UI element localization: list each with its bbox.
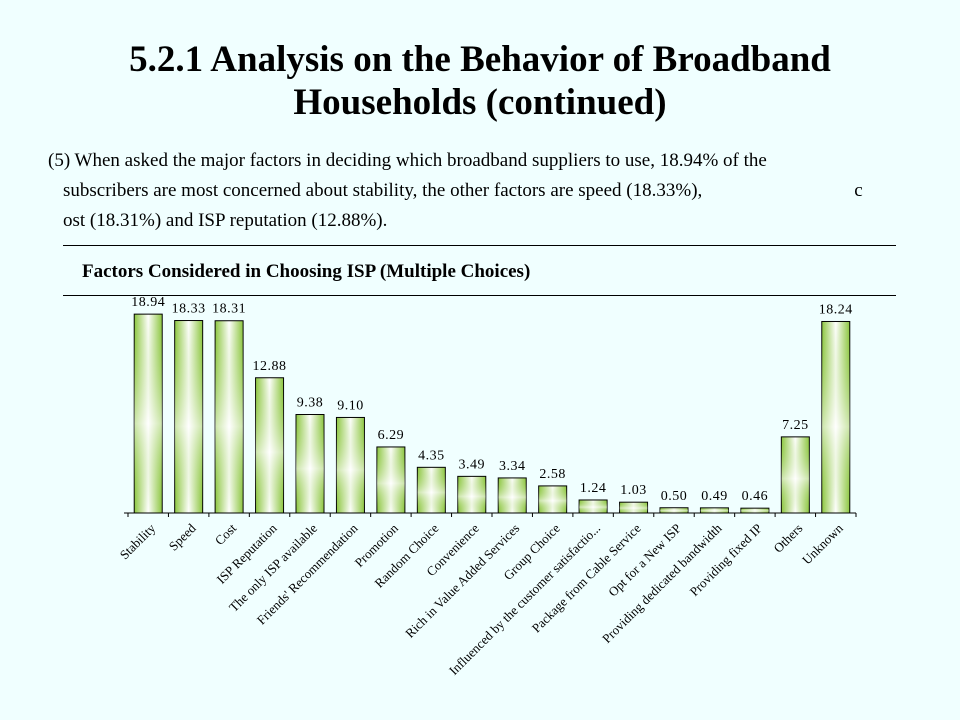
bar — [699, 507, 729, 514]
bar — [335, 416, 365, 514]
bar — [659, 507, 689, 514]
bar — [255, 377, 285, 514]
bar — [295, 414, 325, 514]
data-label: 3.34 — [499, 459, 526, 474]
page-title: 5.2.1 Analysis on the Behavior of Broadb… — [40, 38, 920, 124]
category-label: Unknown — [799, 520, 846, 567]
chart-title: Factors Considered in Choosing ISP (Mult… — [82, 261, 531, 282]
paragraph-line-3: ost (18.31%) and ISP reputation (12.88%)… — [63, 210, 388, 231]
title-line-2: Households (continued) — [293, 82, 667, 123]
data-label: 7.25 — [782, 418, 809, 433]
bar — [821, 320, 851, 514]
bar — [133, 313, 163, 514]
bar — [214, 320, 244, 514]
data-label: 1.03 — [620, 483, 647, 498]
bar — [497, 477, 527, 514]
data-label: 18.31 — [212, 302, 246, 317]
data-label: 4.35 — [418, 448, 445, 463]
data-label: 18.24 — [819, 302, 853, 317]
bar — [416, 466, 446, 514]
data-label: 3.49 — [459, 457, 486, 472]
data-label: 9.10 — [337, 398, 364, 413]
category-label: Influenced by the customer satisfactio..… — [446, 521, 603, 678]
category-label: Opt for a New ISP — [605, 521, 684, 600]
data-label: 0.50 — [661, 489, 688, 504]
divider-bottom — [63, 295, 896, 296]
data-label: 9.38 — [297, 396, 324, 411]
bar — [538, 485, 568, 514]
bar — [376, 446, 406, 514]
data-label: 1.24 — [580, 481, 607, 496]
title-line-1: 5.2.1 Analysis on the Behavior of Broadb… — [129, 39, 831, 80]
data-label: 2.58 — [539, 467, 566, 482]
bar — [174, 320, 204, 514]
data-label: 0.49 — [701, 489, 728, 504]
data-label: 12.88 — [253, 359, 287, 374]
divider-top — [63, 245, 896, 246]
data-label: 0.46 — [742, 489, 769, 504]
bar — [619, 501, 649, 514]
summary-paragraph: (5) When asked the major factors in deci… — [48, 146, 958, 236]
data-label: 6.29 — [378, 428, 405, 443]
data-label: 18.94 — [131, 295, 165, 310]
category-label: Stability — [117, 520, 159, 562]
category-label: Speed — [166, 520, 199, 553]
bar — [740, 507, 770, 514]
bar — [780, 436, 810, 514]
category-label: Providing fixed IP — [686, 521, 765, 600]
bar — [457, 475, 487, 514]
bar — [578, 499, 608, 514]
category-label: Cost — [212, 520, 240, 548]
data-label: 18.33 — [172, 302, 206, 317]
paragraph-line-2: subscribers are most concerned about sta… — [63, 180, 863, 201]
category-label: Others — [770, 521, 805, 556]
paragraph-line-1: (5) When asked the major factors in deci… — [48, 150, 767, 171]
